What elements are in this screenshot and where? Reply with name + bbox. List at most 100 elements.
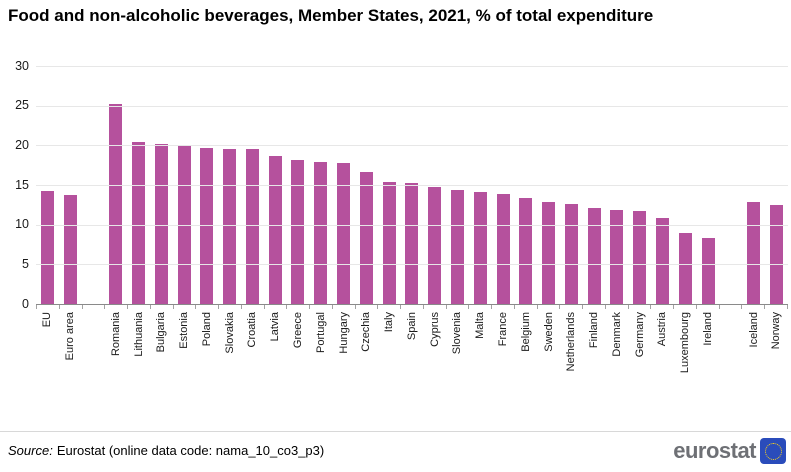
bar-slovakia xyxy=(223,148,237,304)
y-axis-label-30: 30 xyxy=(15,58,29,73)
x-axis-label-austria: Austria xyxy=(656,312,669,347)
x-tick xyxy=(536,305,560,309)
bar-latvia xyxy=(268,155,282,304)
x-tick xyxy=(81,305,105,309)
gridline-5 xyxy=(36,264,788,266)
bar-slovenia xyxy=(450,189,464,304)
x-label-slot: Malta xyxy=(469,309,492,419)
bar-hungary xyxy=(337,162,351,304)
y-axis-label-20: 20 xyxy=(15,137,29,152)
bar-greece xyxy=(291,160,305,304)
x-tick xyxy=(149,305,173,309)
x-label-slot: Czechia xyxy=(355,309,378,419)
bar-slot xyxy=(150,66,173,304)
x-label-slot: Croatia xyxy=(241,309,264,419)
bar-italy xyxy=(382,181,396,304)
x-axis-label-lithuania: Lithuania xyxy=(132,312,145,357)
x-label-slot xyxy=(719,309,742,419)
bar-netherlands xyxy=(564,204,578,304)
x-tick xyxy=(650,305,673,309)
source-label: Source: xyxy=(8,443,53,458)
bar-slot xyxy=(514,66,537,304)
x-label-slot: Slovakia xyxy=(218,309,241,419)
bar-denmark xyxy=(610,210,624,304)
y-axis-label-15: 15 xyxy=(15,177,29,192)
chart-area: 0 5 10 15 20 25 30 EU Euro area Romania Lithuania… xyxy=(15,59,788,419)
x-axis-label-portugal: Portugal xyxy=(314,312,327,353)
eu-stars-circle-icon xyxy=(764,442,782,460)
bar-slot xyxy=(742,66,765,304)
x-tick xyxy=(764,305,787,309)
x-axis-label-norway: Norway xyxy=(770,312,783,350)
bar-slot xyxy=(264,66,287,304)
gridline-10 xyxy=(36,224,788,226)
bar-croatia xyxy=(245,149,259,304)
x-label-slot: Portugal xyxy=(309,309,332,419)
bar-slot xyxy=(628,66,651,304)
x-label-slot: Lithuania xyxy=(127,309,150,419)
x-label-slot: Greece xyxy=(287,309,310,419)
bar-slot xyxy=(127,66,150,304)
x-axis-label-germany: Germany xyxy=(633,312,646,358)
x-tick xyxy=(741,305,764,309)
bar-slot xyxy=(537,66,560,304)
x-label-slot: Latvia xyxy=(264,309,287,419)
x-axis-label-denmark: Denmark xyxy=(610,312,623,357)
x-axis-label-croatia: Croatia xyxy=(246,312,259,348)
bar-luxembourg xyxy=(678,233,692,304)
bar-slot xyxy=(697,66,720,304)
x-axis-label-romania: Romania xyxy=(109,312,122,357)
bar-slot xyxy=(492,66,515,304)
x-label-slot: Finland xyxy=(583,309,606,419)
x-axis-label-spain: Spain xyxy=(405,312,418,341)
x-axis-label-france: France xyxy=(497,312,510,347)
bar-norway xyxy=(769,204,783,304)
bar-slot xyxy=(104,66,127,304)
bar-ireland xyxy=(701,238,715,304)
gridline-20 xyxy=(36,145,788,147)
x-tick xyxy=(58,305,82,309)
x-label-slot: Poland xyxy=(195,309,218,419)
x-tick xyxy=(400,305,423,309)
bar-bulgaria xyxy=(154,143,168,304)
x-tick xyxy=(36,305,59,309)
x-label-slot: Romania xyxy=(104,309,127,419)
bar-slot xyxy=(674,66,697,304)
x-label-slot: Ireland xyxy=(697,309,720,419)
y-axis-label-25: 25 xyxy=(15,98,29,113)
bar-romania xyxy=(109,104,123,304)
x-axis-label-slovakia: Slovakia xyxy=(223,312,236,354)
x-axis-label-estonia: Estonia xyxy=(178,312,191,349)
bar-eu xyxy=(40,190,54,304)
x-tick xyxy=(673,305,696,309)
eurostat-logo: eurostat xyxy=(673,438,786,464)
x-label-slot: Estonia xyxy=(173,309,196,419)
x-tick xyxy=(240,305,264,309)
bar-malta xyxy=(473,192,487,304)
plot-area: 0 5 10 15 20 25 30 xyxy=(15,59,788,311)
x-label-slot: Cyprus xyxy=(423,309,446,419)
x-tick xyxy=(445,305,469,309)
x-label-slot: Bulgaria xyxy=(150,309,173,419)
bar-slot xyxy=(606,66,629,304)
bar-czechia xyxy=(359,172,373,304)
bar-slot xyxy=(59,66,82,304)
bar-slot xyxy=(309,66,332,304)
x-label-slot: Italy xyxy=(378,309,401,419)
chart-title: Food and non-alcoholic beverages, Member… xyxy=(8,6,654,25)
x-axis-label-hungary: Hungary xyxy=(337,312,350,354)
bar-slot xyxy=(560,66,583,304)
bar-spain xyxy=(405,183,419,304)
x-tick xyxy=(172,305,196,309)
x-label-slot: Sweden xyxy=(537,309,560,419)
source-detail: Eurostat (online data code: nama_10_co3_… xyxy=(56,443,325,458)
x-axis-label-greece: Greece xyxy=(291,312,304,349)
bar-slot xyxy=(401,66,424,304)
x-axis-label-eu: EU xyxy=(41,312,54,328)
bar-slot xyxy=(36,66,59,304)
x-tick xyxy=(309,305,332,309)
bar-lithuania xyxy=(132,142,146,304)
x-tick xyxy=(354,305,378,309)
x-label-slot: Netherlands xyxy=(560,309,583,419)
bar-germany xyxy=(633,211,647,304)
